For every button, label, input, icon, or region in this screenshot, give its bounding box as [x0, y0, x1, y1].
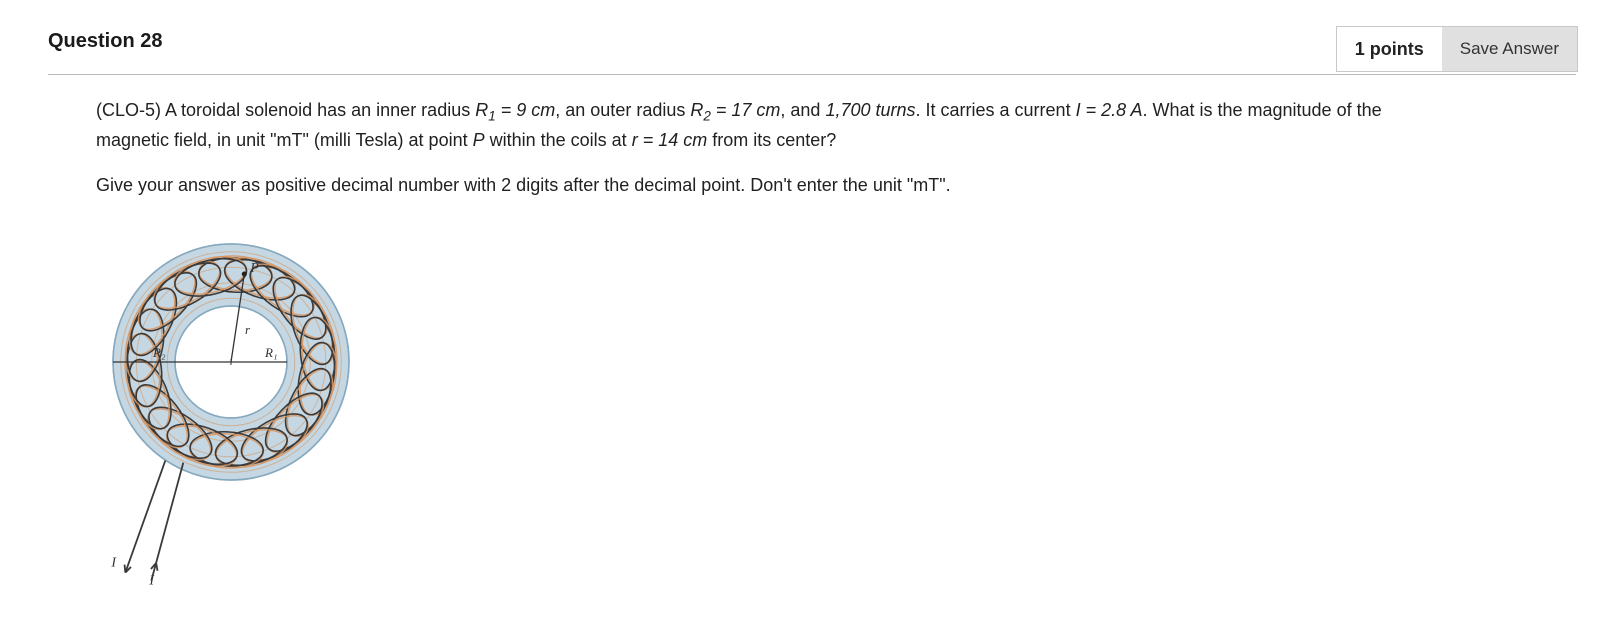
svg-text:I: I [110, 555, 117, 570]
toroid-svg: Pr R₁ R₂ I I [96, 217, 366, 597]
question-body: (CLO-5) A toroidal solenoid has an inner… [48, 97, 1576, 597]
symbol-R2: R2 [690, 100, 711, 120]
symbol-R1: R1 [475, 100, 496, 120]
question-title: Question 28 [48, 28, 162, 53]
text: from its center? [707, 130, 836, 150]
svg-text:R₂: R₂ [152, 345, 166, 360]
text: (CLO-5) A toroidal solenoid has an inner… [96, 100, 475, 120]
answer-instruction: Give your answer as positive decimal num… [96, 172, 1456, 199]
text: within the coils at [485, 130, 632, 150]
points-label: 1 points [1337, 39, 1442, 60]
page: Question 28 1 points Save Answer (CLO-5)… [0, 0, 1616, 617]
value-R2: = 17 cm [711, 100, 781, 120]
problem-statement: (CLO-5) A toroidal solenoid has an inner… [96, 97, 1456, 154]
symbol-P: P [473, 130, 485, 150]
value-r: = 14 cm [638, 130, 708, 150]
text: , an outer radius [555, 100, 690, 120]
question-header: Question 28 1 points Save Answer [48, 28, 1576, 75]
svg-text:I: I [148, 573, 155, 588]
points-box: 1 points Save Answer [1336, 26, 1578, 72]
save-answer-button[interactable]: Save Answer [1442, 27, 1577, 71]
value-I: = 2.8 A [1081, 100, 1143, 120]
sym: R [690, 100, 703, 120]
sub: 1 [488, 109, 496, 124]
turns: 1,700 turns [825, 100, 915, 120]
sub: 2 [703, 109, 711, 124]
svg-text:R₁: R₁ [264, 345, 277, 360]
svg-text:P: P [249, 261, 259, 276]
text: , and [780, 100, 825, 120]
sym: R [475, 100, 488, 120]
value-R1: = 9 cm [496, 100, 556, 120]
text: . It carries a current [916, 100, 1076, 120]
svg-text:r: r [245, 322, 251, 337]
toroid-diagram: Pr R₁ R₂ I I [96, 217, 366, 597]
